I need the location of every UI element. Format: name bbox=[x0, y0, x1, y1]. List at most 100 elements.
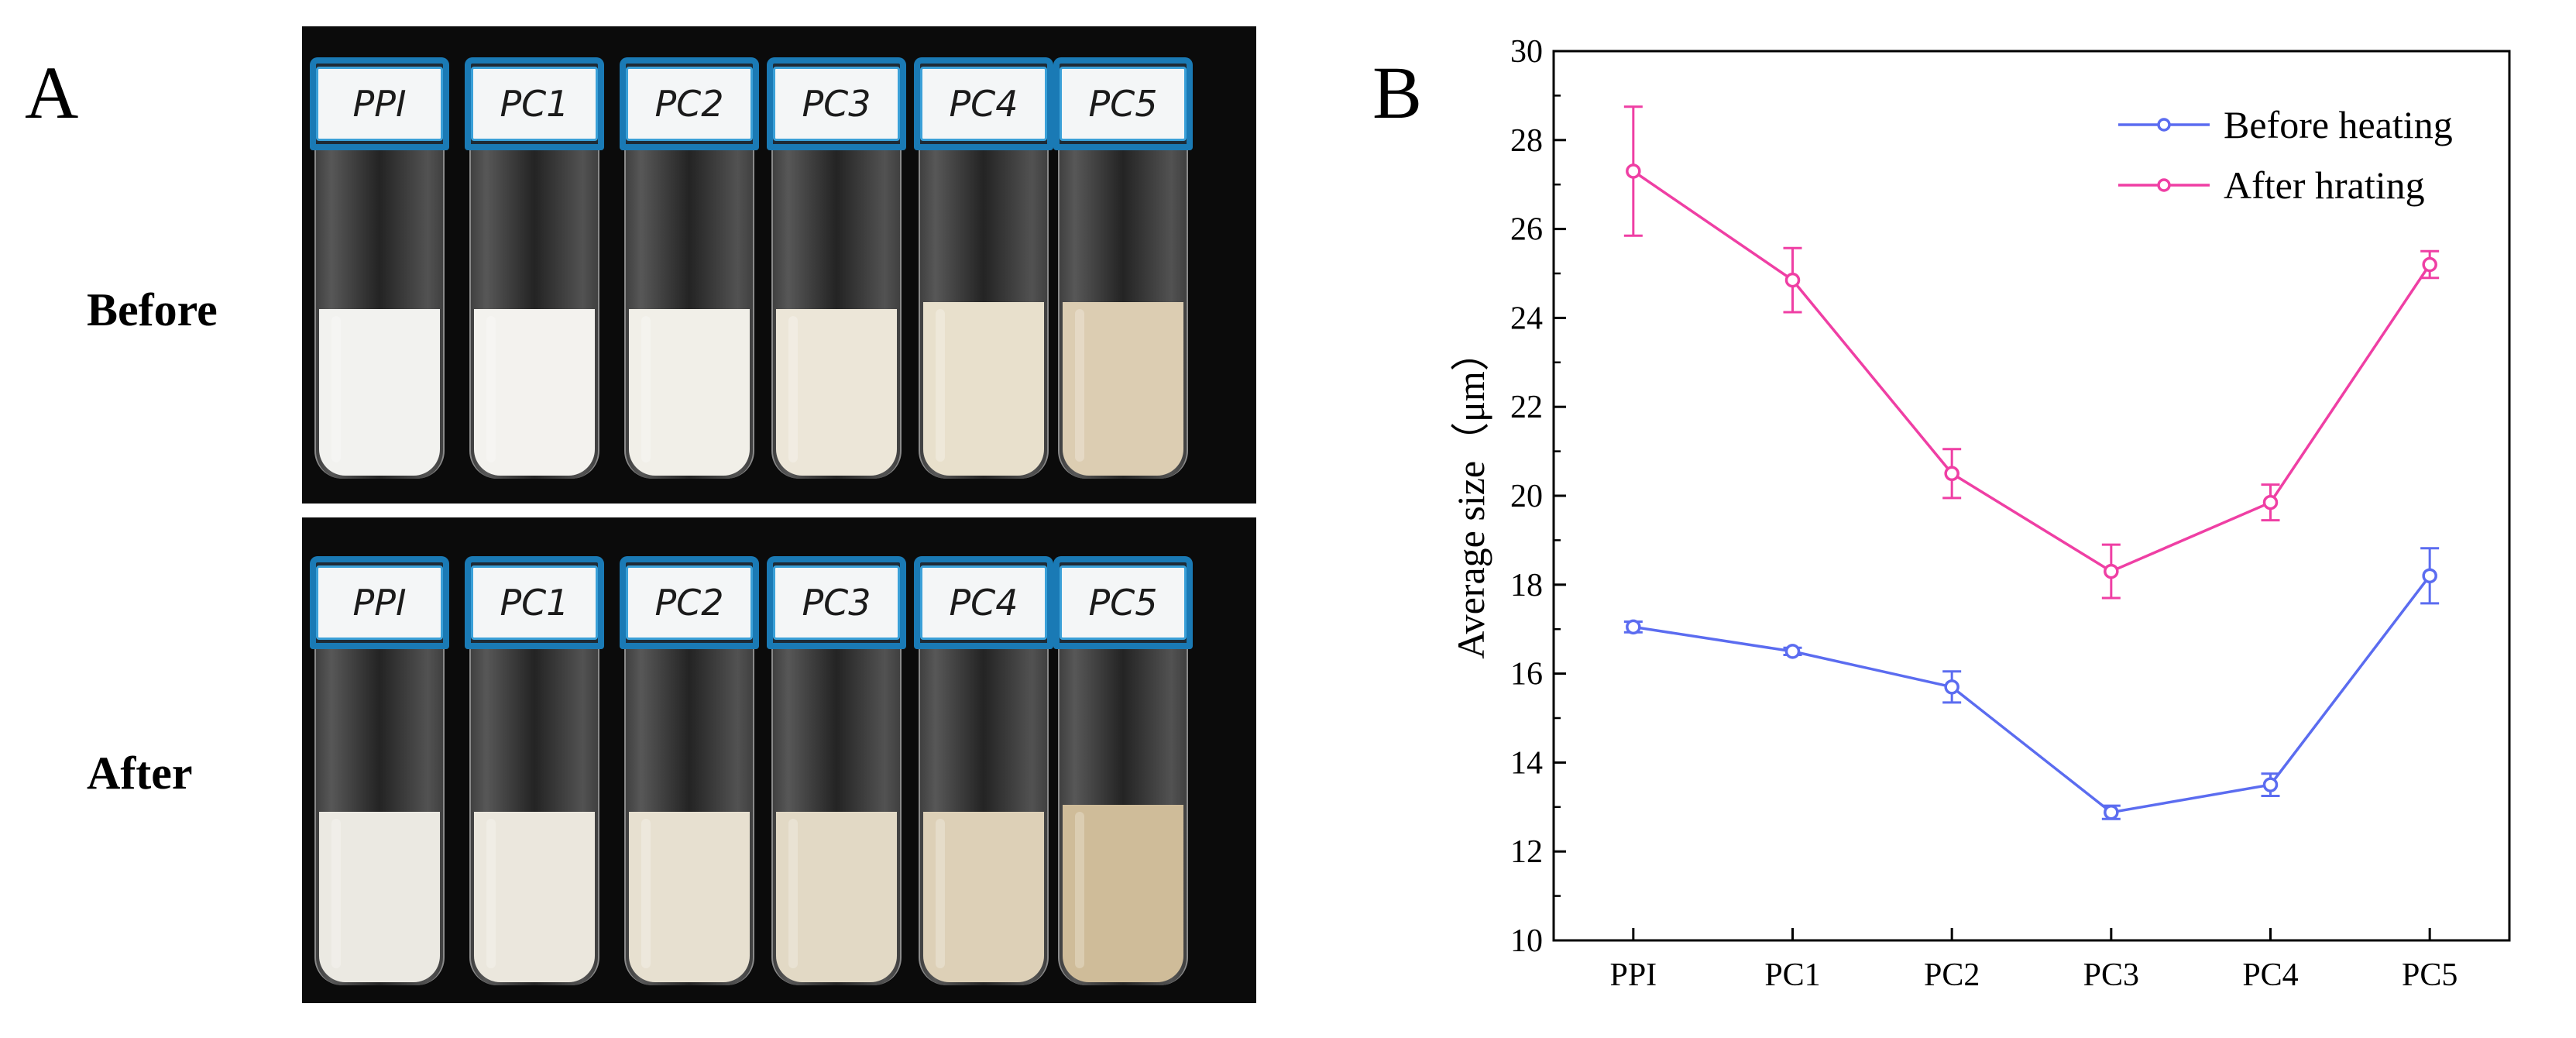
vial-emulsion bbox=[319, 309, 440, 476]
legend-marker bbox=[2157, 118, 2171, 132]
series-line-1 bbox=[1633, 575, 2431, 814]
data-point bbox=[2104, 804, 2119, 820]
data-point bbox=[2104, 563, 2119, 579]
vial-emulsion bbox=[776, 812, 897, 982]
data-point bbox=[1944, 466, 1959, 482]
vial-cap: PC3 bbox=[767, 556, 906, 649]
vial-emulsion bbox=[319, 812, 440, 982]
vial-cap: PC1 bbox=[465, 556, 604, 649]
vial-emulsion bbox=[1063, 302, 1183, 476]
vial-cap: PPI bbox=[310, 556, 449, 649]
y-tick-label: 12 bbox=[1510, 834, 1543, 870]
y-tick-label: 14 bbox=[1510, 745, 1543, 781]
vial-emulsion bbox=[776, 309, 897, 476]
y-tick-label: 28 bbox=[1510, 123, 1543, 159]
vial-cap-label: PPI bbox=[316, 67, 443, 141]
data-point bbox=[1784, 272, 1801, 288]
panel-a-letter: A bbox=[25, 51, 79, 134]
before-vials-photo: PPI PC1 PC2 PC3 PC4 PC5 bbox=[302, 26, 1256, 504]
vial-emulsion bbox=[1063, 805, 1183, 982]
data-point bbox=[2262, 777, 2279, 792]
vial-cap-label: PC5 bbox=[1060, 67, 1187, 141]
vial-glass bbox=[469, 146, 599, 479]
after-vial-ppi: PPI bbox=[310, 556, 449, 990]
vial-emulsion bbox=[474, 309, 595, 476]
y-tick-label: 20 bbox=[1510, 479, 1543, 514]
vial-cap: PPI bbox=[310, 57, 449, 150]
vial-cap-label: PC1 bbox=[471, 67, 598, 141]
vial-glass bbox=[469, 644, 599, 985]
vial-cap: PC2 bbox=[620, 556, 759, 649]
vial-glass bbox=[624, 644, 754, 985]
after-vial-pc3: PC3 bbox=[767, 556, 906, 990]
after-row-label: After bbox=[87, 748, 193, 799]
vial-cap: PC4 bbox=[914, 556, 1053, 649]
vial-emulsion bbox=[923, 812, 1044, 982]
vial-glass bbox=[771, 644, 902, 985]
vial-glass bbox=[1058, 146, 1188, 479]
legend-label: Before heating bbox=[2224, 103, 2453, 146]
vial-cap-label: PC2 bbox=[626, 565, 753, 640]
y-tick-label: 16 bbox=[1510, 657, 1543, 693]
vial-cap: PC5 bbox=[1053, 556, 1193, 649]
data-point bbox=[1944, 679, 1959, 695]
vial-glass bbox=[771, 146, 902, 479]
vial-glass bbox=[919, 146, 1049, 479]
x-tick-label: PC5 bbox=[2402, 957, 2458, 993]
before-vial-pc1: PC1 bbox=[465, 57, 604, 483]
vial-emulsion bbox=[474, 812, 595, 982]
before-vial-ppi: PPI bbox=[310, 57, 449, 483]
after-vial-pc4: PC4 bbox=[914, 556, 1053, 990]
before-vial-pc2: PC2 bbox=[620, 57, 759, 483]
data-point bbox=[2422, 256, 2437, 273]
vial-cap-label: PC3 bbox=[773, 67, 900, 141]
vial-cap-label: PC4 bbox=[920, 565, 1047, 640]
vial-glass bbox=[314, 146, 445, 479]
before-vial-pc4: PC4 bbox=[914, 57, 1053, 483]
vial-cap: PC4 bbox=[914, 57, 1053, 150]
after-vial-pc1: PC1 bbox=[465, 556, 604, 990]
before-vial-pc5: PC5 bbox=[1053, 57, 1193, 483]
vial-emulsion bbox=[923, 302, 1044, 476]
y-tick-label: 30 bbox=[1510, 34, 1543, 70]
after-vial-pc2: PC2 bbox=[620, 556, 759, 990]
vial-cap: PC2 bbox=[620, 57, 759, 150]
vial-cap-label: PC5 bbox=[1060, 565, 1187, 640]
vial-cap: PC1 bbox=[465, 57, 604, 150]
vial-emulsion bbox=[629, 309, 750, 476]
x-tick-label: PPI bbox=[1609, 957, 1657, 993]
after-vial-pc5: PC5 bbox=[1053, 556, 1193, 990]
before-row-label: Before bbox=[87, 284, 218, 335]
before-vial-pc3: PC3 bbox=[767, 57, 906, 483]
vial-glass bbox=[919, 644, 1049, 985]
series-line-2 bbox=[1632, 170, 2431, 573]
y-tick-label: 26 bbox=[1510, 212, 1543, 248]
panel-b-letter: B bbox=[1372, 51, 1423, 134]
y-tick-label: 10 bbox=[1510, 923, 1543, 959]
y-tick-label: 18 bbox=[1510, 568, 1543, 603]
data-point bbox=[2262, 494, 2279, 510]
vial-cap-label: PC3 bbox=[773, 565, 900, 640]
after-vials-photo: PPI PC1 PC2 PC3 PC4 PC5 bbox=[302, 517, 1256, 1003]
vial-glass bbox=[624, 146, 754, 479]
x-tick-label: PC1 bbox=[1764, 957, 1820, 993]
x-tick-label: PC2 bbox=[1924, 957, 1980, 993]
y-axis-title: Average size（μm） bbox=[1449, 332, 1492, 659]
vial-cap-label: PC2 bbox=[626, 67, 753, 141]
legend-marker bbox=[2157, 178, 2171, 192]
vial-cap-label: PPI bbox=[316, 565, 443, 640]
average-size-line-chart: 10 12 14 16 18 20 22 24 26 28 30 PPI PC1 PC2 PC3 PC4 PC5… bbox=[1449, 34, 2511, 993]
x-tick-label: PC3 bbox=[2083, 957, 2139, 993]
data-point bbox=[2422, 568, 2437, 584]
vial-emulsion bbox=[629, 812, 750, 982]
y-tick-label: 22 bbox=[1510, 390, 1543, 425]
data-point bbox=[1626, 619, 1641, 635]
legend-label: After hrating bbox=[2224, 163, 2425, 207]
vial-cap: PC5 bbox=[1053, 57, 1193, 150]
y-tick-label: 24 bbox=[1510, 301, 1543, 336]
data-point bbox=[1784, 644, 1801, 659]
data-point bbox=[1626, 163, 1641, 179]
vial-glass bbox=[314, 644, 445, 985]
vial-glass bbox=[1058, 644, 1188, 985]
vial-cap-label: PC1 bbox=[471, 565, 598, 640]
